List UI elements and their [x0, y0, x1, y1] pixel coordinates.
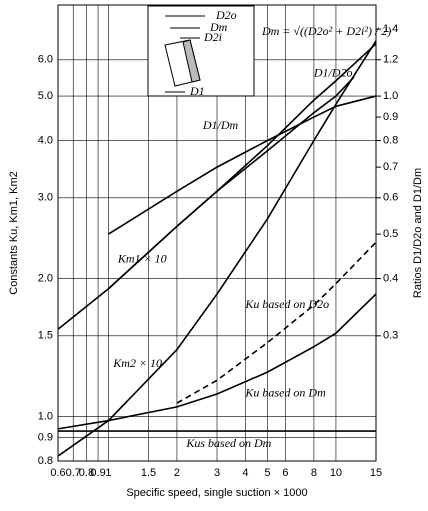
inset-diagram: D2o Dm D2i D1	[147, 5, 255, 98]
inset-label: D1	[189, 84, 205, 98]
y-tick-label: 5.0	[38, 90, 53, 102]
series-line	[107, 76, 355, 290]
y-axis-title: Constants Ku, Km1, Km2	[8, 171, 20, 295]
y2-tick-label: 0.4	[383, 272, 398, 284]
x-tick-label: 0.8	[79, 467, 94, 479]
y2-axis-title: Ratios D1/D2o and D1/Dm	[412, 168, 424, 298]
x-tick-label: 0.9	[90, 467, 105, 479]
y-tick-label: 1.5	[38, 330, 53, 342]
x-tick-label: 0.7	[66, 467, 81, 479]
y-tick-label: 4.0	[38, 134, 53, 146]
x-tick-label: 8	[311, 467, 317, 479]
y2-tick-label: 1.0	[383, 90, 398, 102]
y2-tick-label: 1.4	[383, 23, 398, 35]
series-label: D1/Dm	[202, 118, 239, 132]
formula: Dm = √((D2o² + D2i²) / 2)	[261, 24, 391, 38]
x-tick-label: 4	[242, 467, 248, 479]
x-tick-label: 0.6	[50, 467, 65, 479]
inset-label: Dm	[209, 20, 228, 34]
inset-label: D2i	[203, 30, 222, 44]
series-line	[57, 293, 377, 430]
y2-tick-label: 0.7	[383, 161, 398, 173]
inset-frame	[147, 5, 255, 97]
x-tick-label: 2	[174, 467, 180, 479]
x-tick-label: 3	[214, 467, 220, 479]
x-tick-label: 1	[105, 467, 111, 479]
hatched-zone	[182, 39, 201, 83]
y-tick-label: 1.0	[38, 410, 53, 422]
series-line	[108, 95, 377, 235]
series-line	[57, 40, 377, 457]
series-label: Km2 × 10	[112, 356, 162, 370]
series-label: Kus based on Dm	[185, 436, 271, 450]
y-tick-label: 6.0	[38, 54, 53, 66]
y-tick-label: 0.8	[38, 455, 53, 467]
x-tick-label: 5	[264, 467, 270, 479]
x-tick-label: 15	[370, 467, 382, 479]
y2-tick-label: 0.8	[383, 134, 398, 146]
y-tick-label: 0.9	[38, 431, 53, 443]
y2-tick-label: 1.2	[383, 54, 398, 66]
x-tick-label: 1.5	[141, 467, 156, 479]
y2-tick-label: 0.3	[383, 330, 398, 342]
series-label: D1/D2o	[313, 65, 353, 79]
y2-tick-label: 0.5	[383, 228, 398, 240]
series-label: Ku based on D2o	[244, 297, 329, 311]
y2-tick-label: 0.6	[383, 192, 398, 204]
x-tick-label: 6	[282, 467, 288, 479]
inset-label: D2o	[215, 8, 237, 22]
y-tick-label: 3.0	[38, 192, 53, 204]
y-tick-label: 2.0	[38, 272, 53, 284]
y2-tick-label: 0.9	[383, 111, 398, 123]
series-label: Ku based on Dm	[244, 386, 326, 400]
x-axis-title: Specific speed, single suction × 1000	[126, 487, 307, 499]
x-tick-label: 10	[330, 467, 342, 479]
plot: 0.6 0.70.80.9 1 1.5 2 3 4 5 6 8 10 150.80.91.01.52.…	[38, 4, 398, 479]
